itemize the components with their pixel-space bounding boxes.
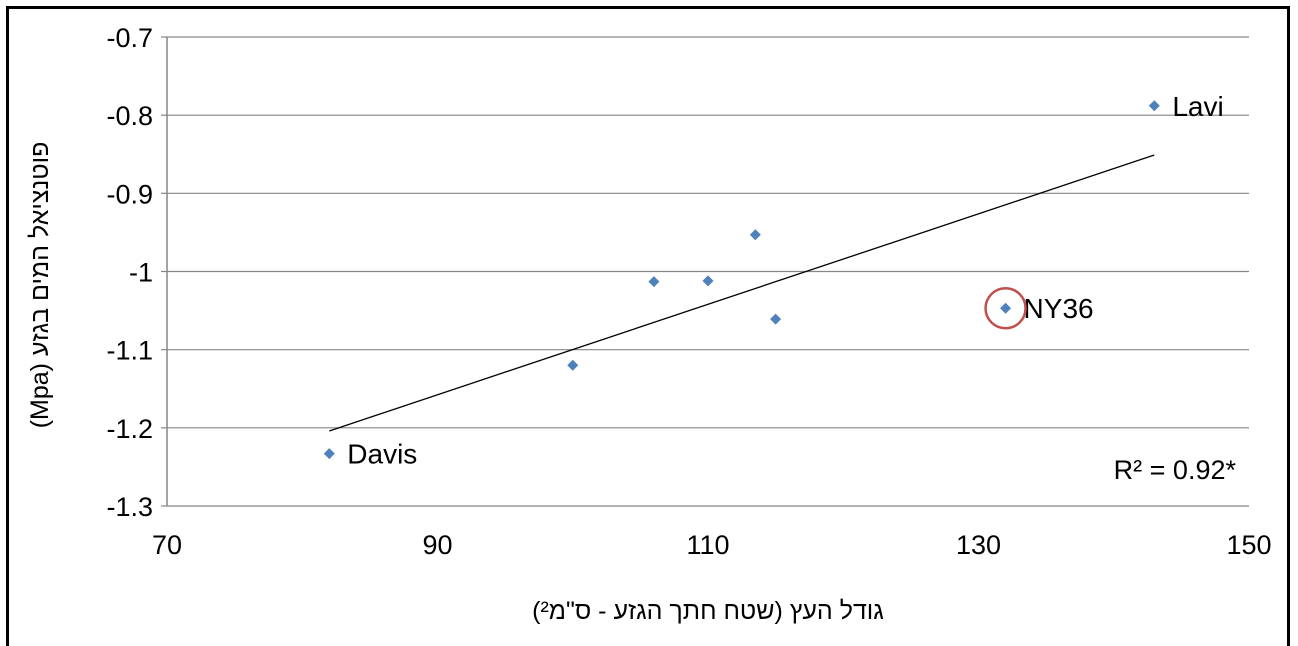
- data-point: [648, 276, 660, 288]
- x-tick-label: 70: [152, 530, 182, 560]
- x-tick-label: 150: [1226, 530, 1271, 560]
- y-tick-label: -0.8: [106, 101, 153, 131]
- data-point: [567, 359, 579, 371]
- y-tick-label: -0.9: [106, 179, 153, 209]
- x-tick-label: 90: [422, 530, 452, 560]
- point-label: Lavi: [1172, 91, 1223, 122]
- y-tick-label: -1: [129, 258, 153, 288]
- point-labels: Davis NY36 Lavi: [347, 91, 1223, 470]
- data-points: [323, 100, 1160, 460]
- y-tick-label: -1.1: [106, 336, 153, 366]
- y-tick-label: -1.2: [106, 414, 153, 444]
- r-squared-annotation: R² = 0.92*: [1114, 455, 1237, 485]
- gridlines: [161, 36, 1249, 507]
- data-point: [1000, 302, 1012, 314]
- x-axis-title: גודל העץ (שטח חתך הגזע - ס"מ²): [532, 597, 884, 625]
- point-label: Davis: [347, 439, 417, 470]
- data-point: [1148, 100, 1160, 112]
- y-axis-title: פוטנציאל המים בגזע (Mpa): [26, 142, 54, 429]
- data-point: [702, 275, 714, 287]
- chart-frame: [6, 6, 1290, 646]
- data-point: [323, 448, 335, 460]
- highlight-circle: [984, 286, 1027, 330]
- x-tick-labels: 70 90 110 130 150: [152, 530, 1272, 560]
- x-tick-label: 130: [956, 530, 1001, 560]
- data-point: [749, 229, 761, 241]
- x-tick-label: 110: [686, 530, 729, 560]
- data-point: [770, 313, 782, 325]
- trendline: [329, 154, 1155, 432]
- point-label: NY36: [1024, 293, 1094, 324]
- y-tick-label: -0.7: [106, 23, 153, 53]
- y-tick-label: -1.3: [106, 492, 153, 522]
- y-tick-labels: -0.7 -0.8 -0.9 -1 -1.1 -1.2 -1.3: [106, 23, 153, 522]
